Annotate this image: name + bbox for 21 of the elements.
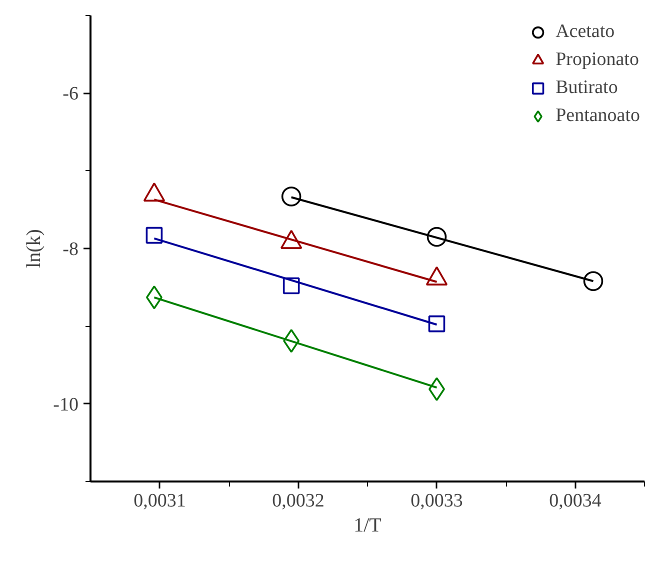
y-tick-label: -10 <box>53 394 78 416</box>
point <box>283 329 300 353</box>
point <box>146 226 163 244</box>
y-axis-title: ln(k) <box>23 229 46 268</box>
point <box>426 226 447 247</box>
point <box>146 286 162 310</box>
point <box>282 277 300 294</box>
point <box>583 271 604 291</box>
point <box>428 315 446 332</box>
legend-label: Propionato <box>556 49 639 71</box>
legend-label: Pentanoato <box>556 105 640 127</box>
y-tick-label: -8 <box>62 239 78 260</box>
x-tick-label: 0,0032 <box>272 490 324 512</box>
legend-label: Butirato <box>556 77 618 99</box>
point <box>281 186 302 206</box>
x-tick-label: 0,0031 <box>134 490 186 512</box>
x-axis-title: 1/T <box>354 514 382 536</box>
legend-label: Acetato <box>556 21 615 43</box>
x-tick-label: 0,0034 <box>549 490 602 512</box>
y-tick-label: -6 <box>62 84 78 105</box>
x-tick-label: 0,0033 <box>410 490 463 512</box>
